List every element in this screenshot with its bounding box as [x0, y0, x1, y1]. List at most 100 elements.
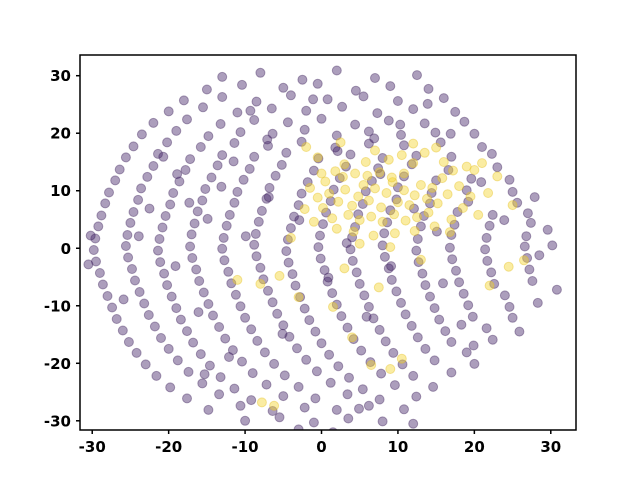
data-point-purple-class — [244, 163, 255, 174]
data-point-purple-class — [240, 312, 251, 323]
data-point-purple-class — [118, 294, 129, 305]
data-point-purple-class — [256, 205, 267, 216]
data-point-yellow-class — [373, 282, 384, 293]
data-point-yellow-class — [305, 182, 315, 193]
data-point-purple-class — [203, 131, 214, 142]
data-point-purple-class — [157, 222, 168, 233]
data-point-purple-class — [131, 347, 142, 358]
data-point-yellow-class — [389, 209, 400, 220]
data-point-purple-class — [392, 96, 403, 106]
data-point-purple-class — [311, 366, 322, 377]
data-point-purple-class — [293, 381, 304, 392]
data-point-purple-class — [111, 314, 122, 324]
data-point-yellow-class — [293, 292, 304, 303]
data-point-purple-class — [237, 356, 247, 367]
data-point-purple-class — [408, 370, 419, 381]
data-point-purple-class — [444, 242, 455, 253]
data-point-purple-class — [85, 230, 96, 241]
data-point-purple-class — [264, 182, 275, 193]
data-point-yellow-class — [340, 184, 351, 195]
data-point-purple-class — [438, 278, 448, 289]
data-point-purple-class — [289, 211, 299, 222]
data-point-purple-class — [411, 150, 422, 161]
data-point-purple-class — [379, 251, 390, 262]
data-point-purple-class — [252, 335, 263, 346]
data-point-purple-class — [102, 291, 113, 301]
data-point-purple-class — [191, 264, 202, 275]
data-point-purple-class — [235, 301, 246, 312]
data-point-purple-class — [174, 176, 185, 187]
data-point-purple-class — [278, 320, 289, 331]
data-point-yellow-class — [327, 213, 338, 224]
data-point-purple-class — [171, 303, 182, 314]
data-point-purple-class — [202, 213, 213, 224]
data-point-yellow-class — [320, 176, 331, 187]
series-yellow-class — [232, 137, 529, 411]
data-point-purple-class — [332, 146, 343, 157]
data-point-purple-class — [482, 255, 493, 266]
data-point-purple-class — [350, 119, 361, 130]
data-point-purple-class — [278, 82, 289, 93]
data-point-purple-class — [409, 203, 419, 214]
data-point-purple-class — [123, 337, 134, 347]
data-point-purple-class — [282, 234, 293, 245]
data-point-purple-class — [282, 117, 293, 128]
data-point-yellow-class — [269, 400, 280, 411]
data-point-yellow-class — [412, 212, 422, 223]
data-point-purple-class — [331, 404, 342, 415]
data-point-purple-class — [97, 279, 108, 290]
data-point-purple-class — [187, 253, 198, 263]
data-point-purple-class — [318, 219, 328, 230]
data-point-purple-class — [426, 188, 437, 198]
data-point-purple-class — [499, 215, 510, 226]
data-point-purple-class — [391, 194, 402, 205]
data-point-purple-class — [452, 207, 463, 217]
data-point-purple-class — [199, 369, 210, 380]
data-point-purple-class — [363, 138, 374, 149]
data-point-purple-class — [385, 205, 396, 216]
data-point-purple-class — [281, 147, 292, 158]
data-point-purple-class — [420, 343, 431, 354]
data-point-purple-class — [368, 313, 379, 324]
data-point-purple-class — [153, 148, 163, 159]
data-point-purple-class — [325, 196, 336, 207]
data-point-yellow-class — [432, 198, 443, 209]
data-point-purple-class — [315, 253, 326, 264]
data-point-purple-class — [374, 394, 385, 405]
data-point-purple-class — [522, 208, 533, 219]
data-point-purple-class — [206, 172, 217, 183]
data-point-purple-class — [208, 310, 218, 321]
data-point-purple-class — [284, 331, 295, 342]
data-point-purple-class — [336, 311, 347, 322]
data-point-yellow-class — [312, 152, 323, 163]
data-point-yellow-class — [362, 170, 373, 181]
data-point-purple-class — [133, 194, 144, 205]
data-point-purple-class — [240, 231, 251, 242]
data-point-purple-class — [183, 366, 194, 377]
data-point-purple-class — [114, 164, 125, 175]
data-point-purple-class — [136, 129, 147, 140]
data-point-purple-class — [347, 255, 358, 266]
data-point-purple-class — [522, 253, 533, 263]
data-point-purple-class — [249, 239, 260, 250]
data-point-yellow-class — [448, 165, 458, 176]
data-point-purple-class — [158, 151, 169, 162]
data-point-yellow-class — [360, 157, 371, 167]
x-tick-label: -20 — [155, 438, 182, 456]
data-point-purple-class — [372, 108, 383, 119]
data-point-purple-class — [186, 229, 197, 240]
data-point-yellow-class — [316, 168, 327, 179]
data-point-purple-class — [160, 211, 171, 221]
data-point-purple-class — [316, 113, 327, 124]
data-point-purple-class — [249, 115, 260, 125]
data-point-yellow-class — [484, 280, 495, 291]
data-point-purple-class — [461, 185, 472, 196]
data-point-purple-class — [200, 184, 211, 194]
y-tick-label: -10 — [44, 297, 71, 315]
data-point-purple-class — [529, 192, 540, 203]
data-point-purple-class — [224, 209, 235, 220]
data-point-yellow-class — [385, 242, 396, 253]
data-point-purple-class — [266, 103, 277, 114]
data-point-yellow-class — [312, 192, 323, 203]
data-point-purple-class — [96, 210, 107, 221]
